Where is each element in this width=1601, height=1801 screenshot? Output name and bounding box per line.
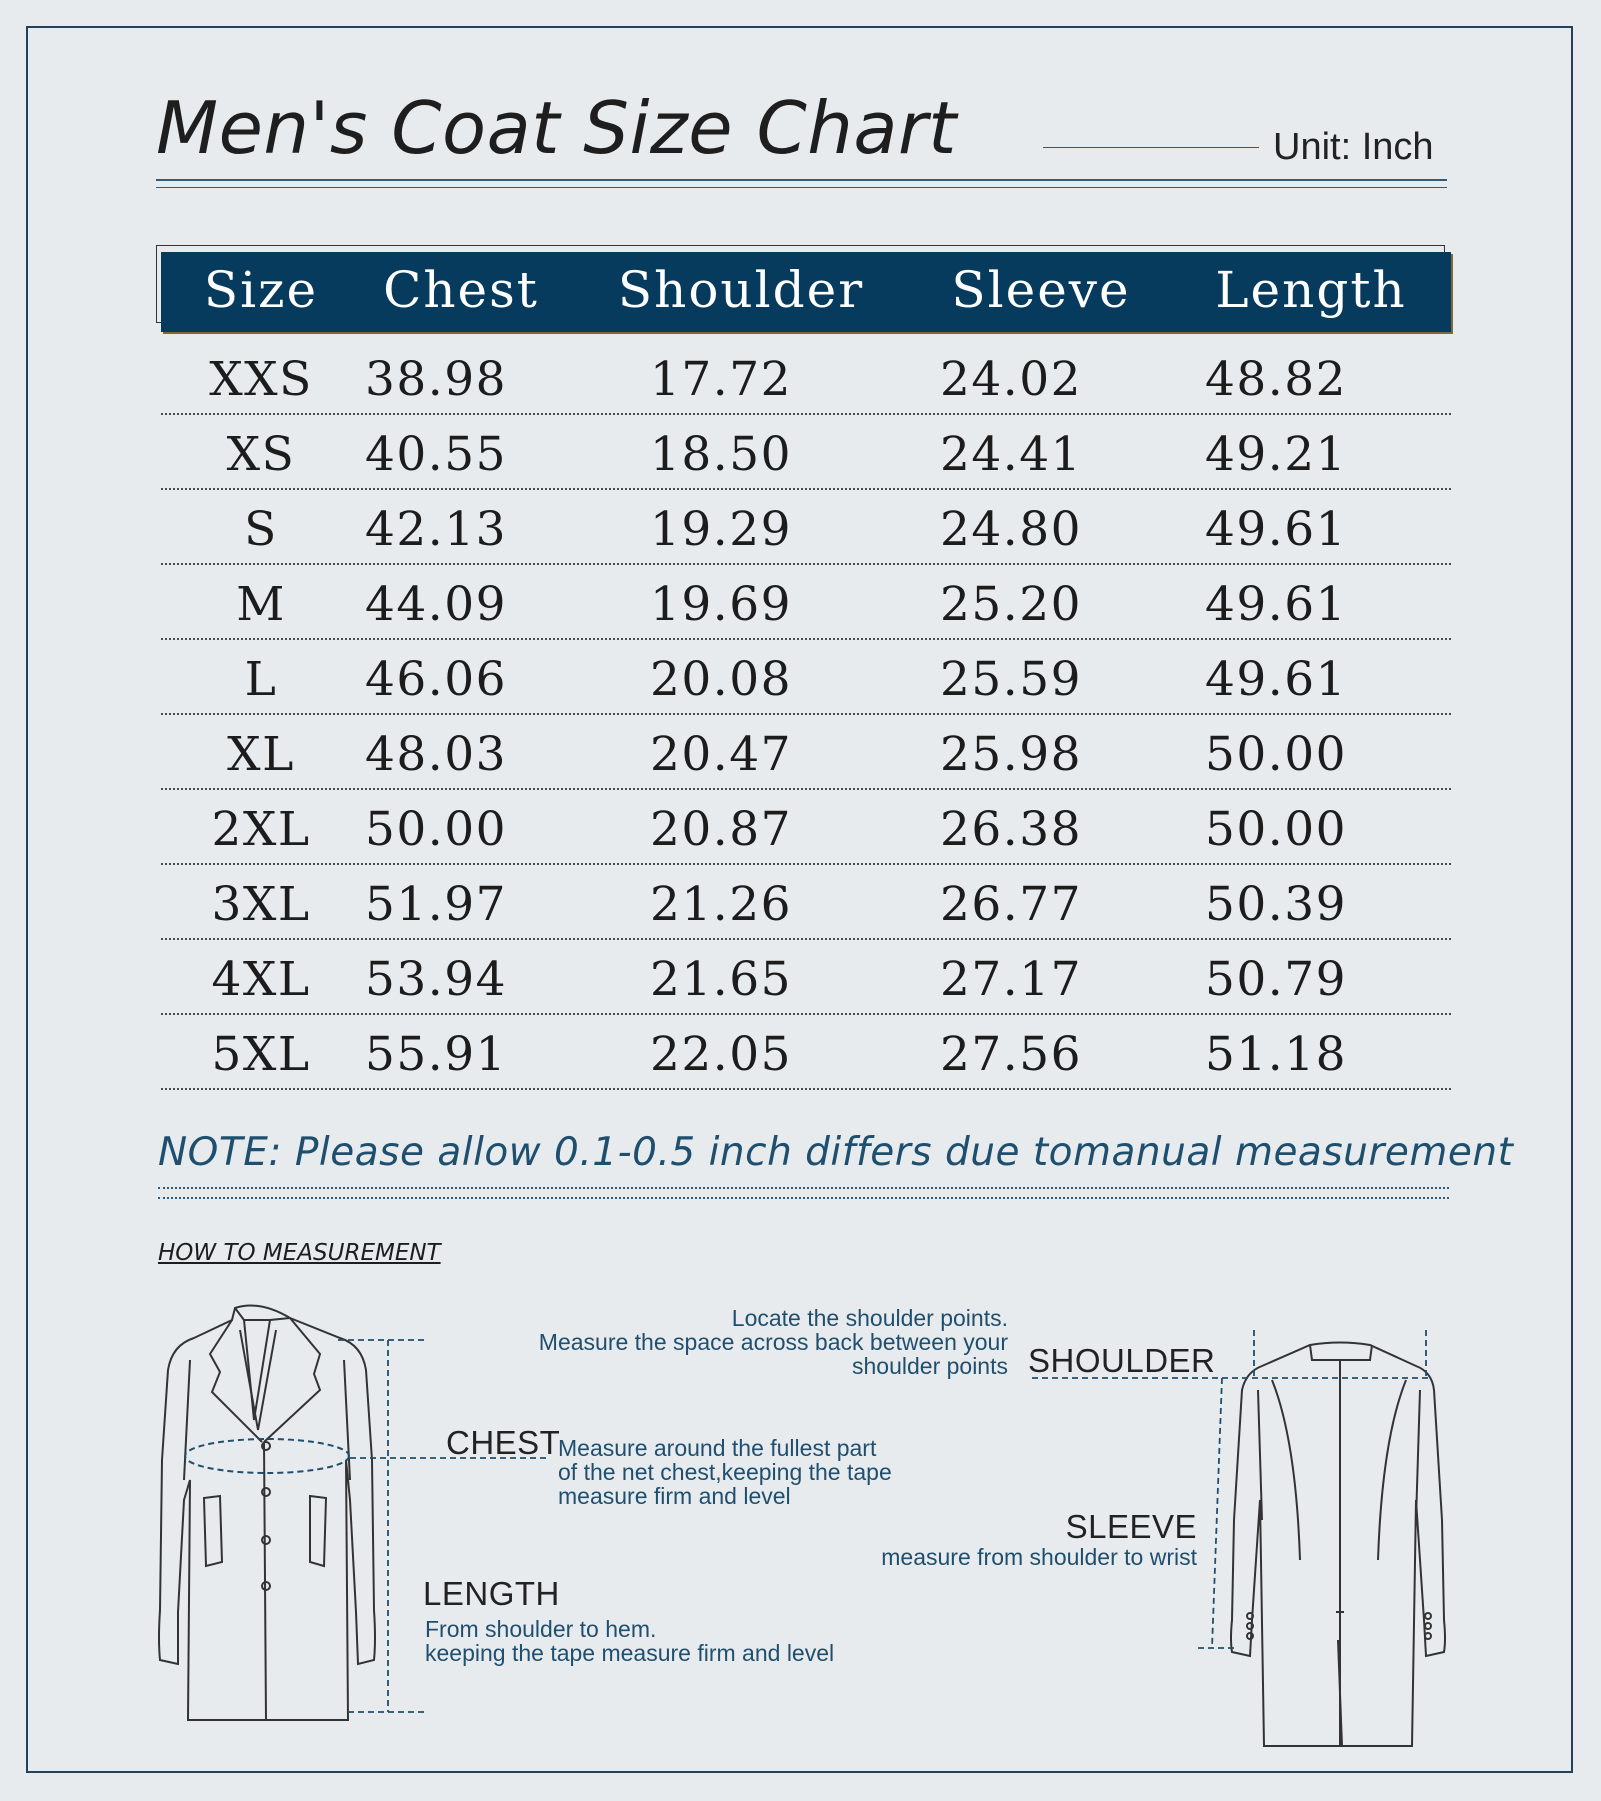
- note-rule: [158, 1187, 1449, 1189]
- column-header-sleeve: Sleeve: [951, 261, 1131, 319]
- cell-length: 49.61: [1204, 652, 1348, 707]
- cell-shoulder: 20.47: [649, 727, 793, 782]
- shoulder-desc-1: Locate the shoulder points.: [731, 1305, 1008, 1331]
- length-desc-1: From shoulder to hem.: [425, 1616, 657, 1642]
- cell-shoulder: 19.69: [649, 577, 793, 632]
- cell-chest: 42.13: [364, 502, 508, 557]
- sleeve-desc: measure from shoulder to wrist: [881, 1544, 1197, 1570]
- cell-shoulder: 21.26: [649, 877, 793, 932]
- shoulder-label: SHOULDER: [1028, 1342, 1216, 1379]
- cell-shoulder: 20.08: [649, 652, 793, 707]
- cell-size: 4XL: [211, 952, 311, 1007]
- back-coat-illustration: [1230, 1341, 1446, 1747]
- table-header: Size Chest Shoulder Sleeve Length: [161, 252, 1451, 332]
- column-header-shoulder: Shoulder: [617, 261, 865, 319]
- table-row: 4XL 53.94 21.65 27.17 50.79: [161, 940, 1451, 1015]
- title-rule: [156, 179, 1447, 181]
- cell-shoulder: 22.05: [649, 1027, 793, 1082]
- cell-sleeve: 27.17: [939, 952, 1083, 1007]
- cell-shoulder: 21.65: [649, 952, 793, 1007]
- cell-sleeve: 25.98: [939, 727, 1083, 782]
- table-row: L 46.06 20.08 25.59 49.61: [161, 640, 1451, 715]
- cell-chest: 44.09: [364, 577, 508, 632]
- cell-size: L: [244, 652, 278, 707]
- table-row: XS 40.55 18.50 24.41 49.21: [161, 415, 1451, 490]
- unit-divider: [1043, 147, 1259, 148]
- cell-shoulder: 17.72: [649, 352, 793, 407]
- size-table-body: XXS 38.98 17.72 24.02 48.82 XS 40.55 18.50 24.41…: [161, 340, 1451, 1090]
- cell-chest: 46.06: [364, 652, 508, 707]
- howto-heading: HOW TO MEASUREMENT: [158, 1240, 441, 1266]
- cell-size: 5XL: [211, 1027, 311, 1082]
- cell-chest: 40.55: [364, 427, 508, 482]
- cell-size: 3XL: [211, 877, 311, 932]
- cell-sleeve: 25.59: [939, 652, 1083, 707]
- cell-size: XL: [227, 727, 295, 782]
- cell-chest: 53.94: [364, 952, 508, 1007]
- cell-chest: 48.03: [364, 727, 508, 782]
- cell-sleeve: 26.77: [939, 877, 1083, 932]
- cell-length: 49.61: [1204, 577, 1348, 632]
- table-row: 5XL 55.91 22.05 27.56 51.18: [161, 1015, 1451, 1090]
- cell-length: 50.39: [1204, 877, 1348, 932]
- cell-length: 48.82: [1204, 352, 1348, 407]
- note-rule: [158, 1197, 1449, 1199]
- cell-size: M: [236, 577, 286, 632]
- table-row: 2XL 50.00 20.87 26.38 50.00: [161, 790, 1451, 865]
- table-row: XXS 38.98 17.72 24.02 48.82: [161, 340, 1451, 415]
- back-measure-lines: [1032, 1330, 1430, 1649]
- shoulder-desc-3: shoulder points: [852, 1353, 1008, 1379]
- cell-shoulder: 20.87: [649, 802, 793, 857]
- title-rule: [156, 187, 1447, 188]
- cell-sleeve: 24.80: [939, 502, 1083, 557]
- column-header-size: Size: [203, 261, 319, 319]
- cell-length: 50.79: [1204, 952, 1348, 1007]
- cell-sleeve: 25.20: [939, 577, 1083, 632]
- table-row: 3XL 51.97 21.26 26.77 50.39: [161, 865, 1451, 940]
- length-desc-2: keeping the tape measure firm and level: [425, 1640, 835, 1666]
- cell-size: 2XL: [211, 802, 311, 857]
- outer-frame: [26, 26, 1573, 1773]
- chest-desc-3: measure firm and level: [558, 1483, 791, 1509]
- cell-length: 50.00: [1204, 802, 1348, 857]
- cell-sleeve: 24.41: [939, 427, 1083, 482]
- cell-size: XS: [226, 427, 296, 482]
- cell-chest: 38.98: [364, 352, 508, 407]
- column-header-chest: Chest: [383, 261, 539, 319]
- cell-chest: 55.91: [364, 1027, 508, 1082]
- cell-length: 51.18: [1204, 1027, 1348, 1082]
- chest-label: CHEST: [446, 1424, 561, 1461]
- column-header-length: Length: [1215, 261, 1407, 319]
- table-row: XL 48.03 20.47 25.98 50.00: [161, 715, 1451, 790]
- unit-label: Unit: Inch: [1273, 126, 1434, 168]
- cell-size: XXS: [209, 352, 313, 407]
- cell-shoulder: 19.29: [649, 502, 793, 557]
- chest-desc-1: Measure around the fullest part: [558, 1435, 877, 1461]
- cell-length: 49.61: [1204, 502, 1348, 557]
- chest-desc-2: of the net chest,keeping the tape: [558, 1459, 892, 1485]
- cell-chest: 50.00: [364, 802, 508, 857]
- cell-sleeve: 26.38: [939, 802, 1083, 857]
- table-row: S 42.13 19.29 24.80 49.61: [161, 490, 1451, 565]
- cell-size: S: [244, 502, 278, 557]
- table-row: M 44.09 19.69 25.20 49.61: [161, 565, 1451, 640]
- cell-sleeve: 27.56: [939, 1027, 1083, 1082]
- cell-chest: 51.97: [364, 877, 508, 932]
- cell-length: 50.00: [1204, 727, 1348, 782]
- cell-shoulder: 18.50: [649, 427, 793, 482]
- front-coat-illustration: [158, 1304, 376, 1721]
- chest-measure-ellipse: [184, 1438, 350, 1474]
- page-title: Men's Coat Size Chart: [156, 86, 957, 170]
- front-measure-lines: [338, 1339, 546, 1713]
- length-label: LENGTH: [423, 1575, 560, 1612]
- measurement-note: NOTE: Please allow 0.1-0.5 inch differs …: [158, 1130, 1514, 1175]
- cell-length: 49.21: [1204, 427, 1348, 482]
- sleeve-label: SLEEVE: [1065, 1508, 1197, 1545]
- shoulder-desc-2: Measure the space across back between yo…: [538, 1329, 1008, 1355]
- cell-sleeve: 24.02: [939, 352, 1083, 407]
